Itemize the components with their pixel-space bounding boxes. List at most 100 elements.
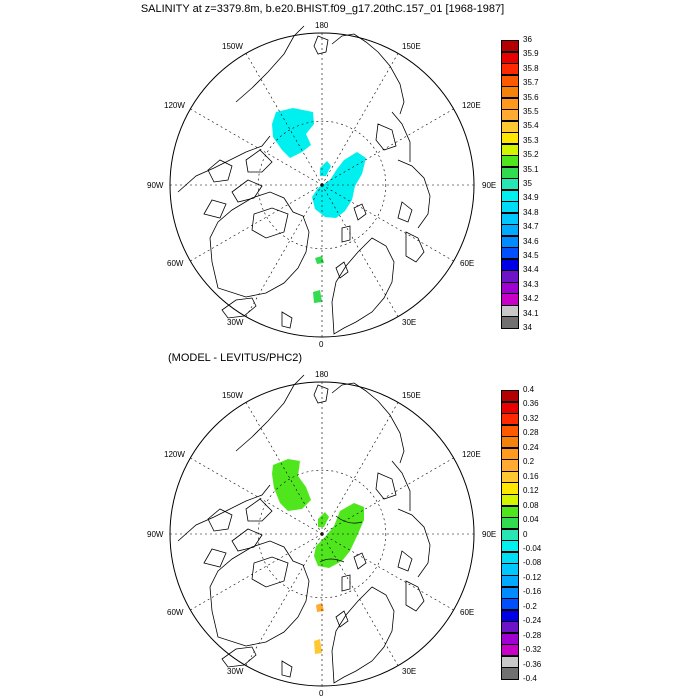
colorbar-swatch	[501, 120, 519, 133]
colorbar-tick-label: 34.2	[523, 294, 539, 304]
colorbar-tick-label: -0.2	[523, 601, 537, 611]
colorbar-swatch	[501, 482, 519, 495]
colorbar-tick-label: 0.28	[523, 428, 539, 438]
colorbar-swatch	[501, 63, 519, 76]
colorbar-swatch	[501, 109, 519, 122]
colorbar-swatch	[501, 644, 519, 657]
colorbar-swatch	[501, 551, 519, 564]
colorbar-tick-label: 0.2	[523, 457, 535, 467]
colorbar-swatch	[501, 447, 519, 460]
meridian-line	[190, 108, 323, 186]
colorbar-tick-label: 0.24	[523, 442, 539, 452]
colorbar-tick-label: 0.04	[523, 515, 539, 525]
meridian-line	[321, 533, 399, 666]
lon-label-150e: 150E	[402, 391, 421, 400]
lon-label-90e: 90E	[482, 530, 497, 539]
colorbar-tick-label: 35.8	[523, 63, 539, 73]
colorbar-tick-label: 0.16	[523, 471, 539, 481]
lon-label-30w: 30W	[227, 667, 244, 676]
coastlines	[177, 25, 431, 335]
lon-label-150e: 150E	[402, 42, 421, 51]
colorbar-tick-label: 35.3	[523, 135, 539, 145]
colorbar-swatch	[501, 51, 519, 64]
colorbar-tick-label: 0.12	[523, 486, 539, 496]
lon-label-30e: 30E	[402, 667, 417, 676]
colorbar-swatch	[501, 247, 519, 260]
colorbar-swatch	[501, 470, 519, 484]
colorbar-tick-label: -0.36	[523, 659, 542, 669]
canada-basin-diff	[272, 459, 311, 511]
colorbar-tick-label: 35.7	[523, 78, 539, 88]
colorbar-tick-label: 35.1	[523, 164, 539, 174]
meridian-line	[190, 184, 323, 262]
colorbar-swatch	[501, 86, 519, 99]
meridian-line	[321, 184, 399, 317]
makarov-patch-diff	[318, 512, 329, 527]
colorbar-tick-label: -0.4	[523, 674, 537, 683]
colorbar-swatch	[501, 304, 519, 318]
colorbar-tick-label: 34.6	[523, 236, 539, 246]
colorbar-swatch	[501, 655, 519, 669]
lon-label-90w: 90W	[147, 181, 164, 190]
colorbar-swatch	[501, 621, 519, 634]
colorbar-swatch	[501, 540, 519, 553]
colorbar-tick-label: 35.2	[523, 150, 539, 160]
difference-field	[272, 459, 364, 654]
colorbar-swatch	[501, 166, 519, 179]
lon-label-60e: 60E	[460, 259, 475, 268]
meridian-line	[321, 402, 399, 535]
colorbar-tick-label: -0.32	[523, 645, 542, 655]
colorbar-tick-label: 35.4	[523, 121, 539, 131]
makarov-patch-field	[320, 161, 331, 176]
colorbar-swatch	[501, 143, 519, 156]
colorbar-swatch	[501, 598, 519, 611]
meridian-line	[321, 457, 454, 535]
colorbar-swatch	[501, 178, 519, 191]
coastlines	[177, 374, 431, 684]
colorbar-swatch	[501, 155, 519, 168]
meridian-line	[321, 53, 399, 186]
colorbar-tick-label: 35.9	[523, 49, 539, 59]
latitude-circle	[257, 120, 387, 250]
lon-label-60e: 60E	[460, 608, 475, 617]
plot-title: SALINITY at z=3379.8m, b.e20.BHIST.f09_g…	[140, 3, 505, 15]
colorbar-swatch	[501, 517, 519, 530]
contour-line	[319, 558, 345, 563]
colorbar-swatch	[501, 224, 519, 237]
colorbar-swatch	[501, 609, 519, 622]
meridian-line	[321, 184, 454, 262]
colorbar-swatch	[501, 436, 519, 449]
map-boundary	[169, 381, 475, 687]
lon-label-0: 0	[319, 689, 324, 698]
colorbar-swatch	[501, 494, 519, 507]
meridian-line	[245, 53, 323, 186]
greenland-sea-patch	[313, 290, 322, 303]
colorbar-swatch	[501, 40, 519, 53]
colorbar-swatch	[501, 74, 519, 87]
meridian-line	[190, 533, 323, 611]
colorbar-tick-label: 34.4	[523, 265, 539, 275]
colorbar-tick-label: -0.24	[523, 616, 542, 626]
graticule	[170, 33, 474, 337]
greenland-sea-diff	[314, 639, 322, 654]
contour-line	[335, 515, 363, 524]
colorbar-swatch	[501, 281, 519, 295]
colorbar-tick-label: -0.04	[523, 543, 542, 553]
colorbar-swatch	[501, 97, 519, 110]
colorbar-swatch	[501, 424, 519, 437]
lon-label-120w: 120W	[164, 101, 185, 110]
colorbar-swatch	[501, 258, 519, 271]
meridian-line	[321, 108, 454, 186]
colorbar-swatch	[501, 316, 519, 329]
colorbar-swatch	[501, 586, 519, 599]
lon-label-30e: 30E	[402, 318, 417, 327]
map-boundary	[169, 32, 475, 338]
colorbar-tick-label: 34.7	[523, 222, 539, 232]
meridian-line	[190, 457, 323, 535]
colorbar-tick-label: 36	[523, 35, 532, 44]
colorbar-tick-label: 35.6	[523, 92, 539, 102]
meridian-line	[321, 533, 454, 611]
colorbar-swatch	[501, 563, 519, 576]
fram-strait-diff	[316, 603, 324, 612]
